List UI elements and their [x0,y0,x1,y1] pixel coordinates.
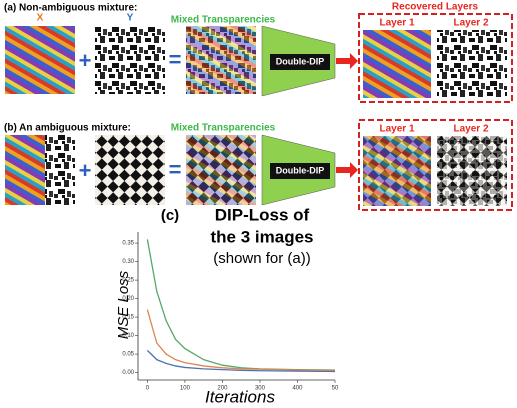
image-y [95,135,165,205]
image-x [5,26,75,94]
network-label: Double-DIP [276,56,325,66]
network-box [270,54,330,70]
row-label: (b) An ambiguous mixture: [4,123,131,134]
image-mixed-overlay [186,135,256,205]
x-tick-label: 400 [292,386,303,392]
network-box [270,163,330,179]
plus: + [79,158,92,183]
arrow [336,162,358,178]
x-tick-label: 300 [255,386,266,392]
y-tick-label: 0.30 [122,259,134,265]
recovered-title: Recovered Layers [392,2,479,13]
plus: + [79,48,92,73]
chart-subtitle: (shown for (a)) [213,250,311,267]
recovered-box [358,13,513,103]
equals: = [169,157,182,182]
image-x-part [45,135,75,205]
y-tick-label: 0.15 [122,315,134,321]
x-label: X [37,13,44,24]
image-mixed-overlay [186,26,256,94]
y-tick-label: 0.05 [122,352,134,358]
series-line [146,309,336,372]
panel-label: (c) [161,207,179,224]
y-tick-label: 0.20 [122,296,134,302]
image-layer1-overlay [363,136,431,206]
row-label: (a) Non-ambiguous mixture: [4,3,137,14]
y-tick-label: 0.25 [122,278,134,284]
series-line [146,349,336,373]
x-tick-label: 50 [332,386,339,392]
y-axis-label: MSE Loss [115,270,132,339]
layer1-label: Layer 1 [379,18,414,29]
arrow [336,53,358,69]
layer2-label: Layer 2 [453,124,488,135]
x-axis-label: Iterations [205,387,275,406]
network-label: Double-DIP [276,165,325,175]
image-layer2 [437,30,507,98]
image-layer2-overlay [437,136,507,206]
x-tick-label: 100 [180,386,191,392]
equals: = [169,47,182,72]
mixed-label: Mixed Transparencies [171,15,276,26]
image-layer1 [363,30,431,98]
y-label: Y [127,13,134,24]
y-tick-label: 0.10 [122,333,134,339]
y-tick-label: 0.00 [122,370,134,376]
y-tick-label: 0.35 [122,241,134,247]
chart-title: the 3 images [211,227,314,246]
layer1-label: Layer 1 [379,124,414,135]
recovered-box [358,119,513,211]
chart-title: DIP-Loss of [215,205,310,224]
mixed-label: Mixed Transparencies [171,123,276,134]
image-y [95,26,165,94]
layer2-label: Layer 2 [453,18,488,29]
x-tick-label: 200 [217,386,228,392]
x-tick-label: 0 [146,386,150,392]
